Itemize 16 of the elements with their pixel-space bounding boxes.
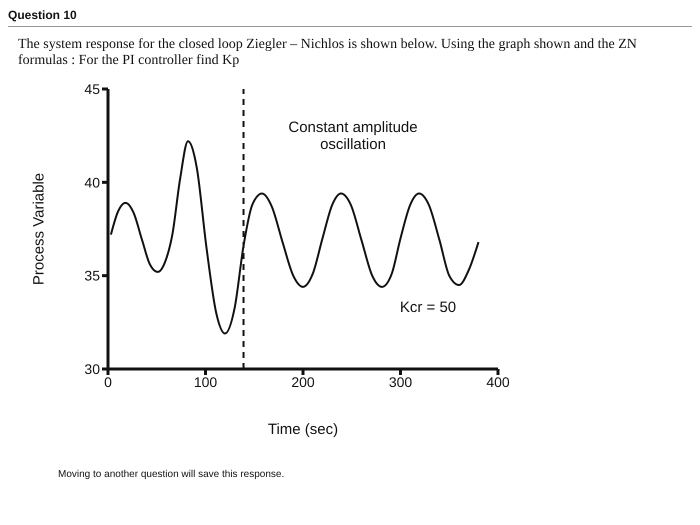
y-tick-label: 35	[84, 268, 100, 284]
y-tick-label: 40	[84, 174, 100, 190]
y-tick-label: 30	[84, 360, 100, 377]
text: Moving to another question will save this response.	[58, 469, 286, 480]
x-tick-label: 100	[194, 374, 218, 390]
y-tick-label: 45	[84, 80, 100, 97]
chart-subtitle: The system response for the closed loop Ziegler – Nichlos is shown below. Using the graph shown and the ZN formulas : For the PI controller find Kp	[18, 37, 638, 69]
x-tick-label: 200	[291, 374, 315, 390]
x-tick-label: 400	[486, 374, 510, 390]
x-axis-title: Time (sec)	[268, 421, 338, 438]
chart-title: Question 10	[8, 8, 692, 27]
y-axis-title: Process Variable	[30, 172, 48, 286]
annotation: Constant amplitude oscillation	[287, 119, 419, 153]
x-tick-label: 0	[104, 374, 112, 390]
annotation: Kcr = 50	[398, 299, 458, 316]
x-tick-label: 300	[388, 374, 412, 390]
